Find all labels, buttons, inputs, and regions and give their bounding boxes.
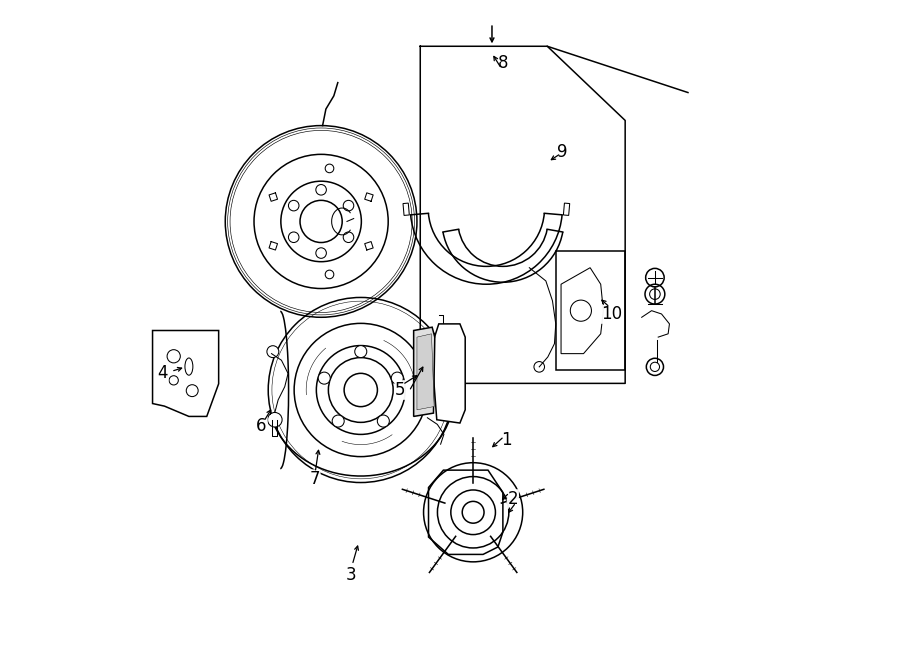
Text: 4: 4 [158, 364, 167, 383]
Text: 6: 6 [256, 417, 267, 436]
Polygon shape [428, 470, 503, 555]
Circle shape [267, 346, 279, 358]
Circle shape [355, 346, 367, 358]
Circle shape [332, 415, 344, 427]
Polygon shape [434, 324, 465, 423]
Text: 2: 2 [508, 490, 518, 508]
Circle shape [392, 372, 403, 384]
Polygon shape [561, 268, 603, 354]
Polygon shape [153, 330, 219, 416]
Circle shape [300, 200, 342, 243]
Polygon shape [414, 327, 435, 416]
Polygon shape [563, 203, 570, 215]
Circle shape [319, 372, 330, 384]
Circle shape [267, 412, 282, 427]
Text: 5: 5 [395, 381, 406, 399]
Text: 1: 1 [501, 430, 511, 449]
Text: 7: 7 [310, 470, 320, 488]
Text: 9: 9 [557, 143, 568, 161]
Circle shape [344, 373, 377, 407]
Circle shape [377, 415, 390, 427]
Ellipse shape [184, 358, 193, 375]
Bar [556, 251, 626, 370]
Text: 8: 8 [498, 54, 508, 72]
Text: 10: 10 [601, 305, 623, 323]
Polygon shape [417, 334, 434, 410]
Circle shape [463, 501, 484, 524]
Text: 3: 3 [346, 566, 356, 584]
Polygon shape [403, 203, 410, 215]
